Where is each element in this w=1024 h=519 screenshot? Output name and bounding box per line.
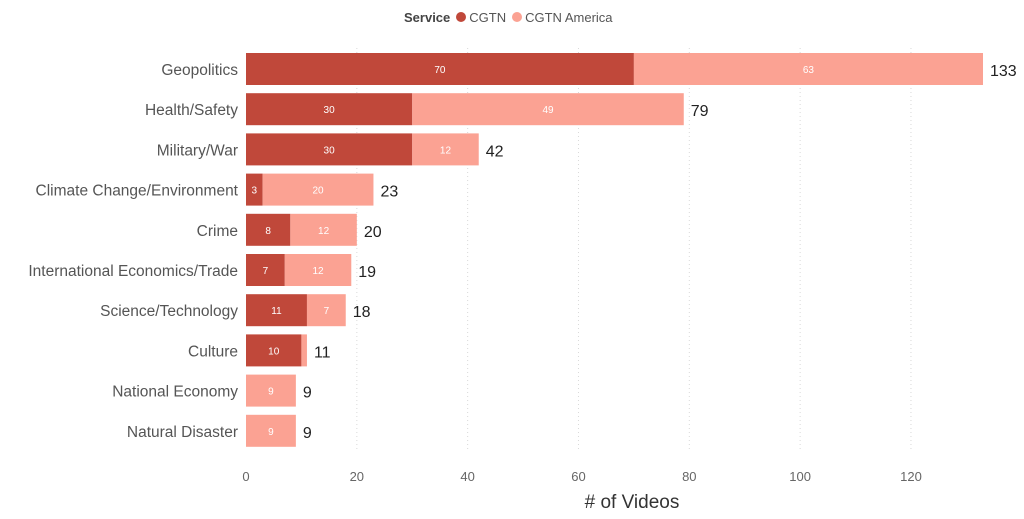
- x-tick-label: 0: [242, 469, 249, 484]
- bar-total-label: 18: [353, 304, 371, 321]
- bar-data-label: 9: [268, 427, 274, 438]
- x-tick-label: 80: [682, 469, 696, 484]
- bar-data-label: 12: [312, 266, 324, 277]
- x-tick-label: 60: [571, 469, 585, 484]
- y-category-label: Military/War: [157, 142, 238, 159]
- y-category-label: Culture: [188, 343, 238, 360]
- bar-total-label: 20: [364, 224, 382, 241]
- y-category-label: Crime: [197, 223, 238, 240]
- bar-data-label: 7: [263, 266, 269, 277]
- plot-area: 0 20 40 60 80 100 120 # of Videos Geopolitics 70 6…: [0, 0, 1024, 519]
- bar-total-label: 19: [358, 264, 376, 281]
- bar-data-label: 3: [252, 186, 258, 197]
- bar-total-label: 79: [691, 103, 709, 120]
- x-axis-title: # of Videos: [585, 492, 680, 513]
- y-category-label: Geopolitics: [161, 62, 238, 79]
- y-category-label: Climate Change/Environment: [36, 183, 239, 200]
- bar-total-label: 23: [380, 184, 398, 201]
- y-category-label: Science/Technology: [100, 303, 238, 320]
- bar-data-label: 20: [312, 186, 324, 197]
- bar-data-label: 9: [268, 387, 274, 398]
- x-tick-label: 100: [789, 469, 811, 484]
- bar-data-label: 30: [324, 105, 336, 116]
- bar-data-label: 10: [268, 346, 280, 357]
- y-category-label: International Economics/Trade: [28, 263, 238, 280]
- bar-total-label: 11: [314, 344, 331, 361]
- bar-total-label: 9: [303, 385, 312, 402]
- bar-data-label: 49: [542, 105, 554, 116]
- y-category-label: Health/Safety: [145, 102, 238, 119]
- bar-data-label: 70: [434, 65, 446, 76]
- bar-data-label: 11: [271, 306, 282, 317]
- bar-total-label: 9: [303, 425, 312, 442]
- bar-data-label: 63: [803, 65, 815, 76]
- bar-data-label: 12: [440, 145, 452, 156]
- bar-total-label: 133: [990, 63, 1017, 80]
- bar-data-label: 7: [324, 306, 330, 317]
- y-category-label: Natural Disaster: [127, 424, 238, 441]
- y-category-label: National Economy: [112, 384, 238, 401]
- bar-total-label: 42: [486, 143, 504, 160]
- bar-data-label: 30: [324, 145, 336, 156]
- bar-data-label: 8: [265, 226, 271, 237]
- x-tick-label: 20: [350, 469, 364, 484]
- x-tick-label: 120: [900, 469, 922, 484]
- chart: Service CGTN CGTN America 0 20 40 60 80 100 12…: [0, 0, 1024, 519]
- bar-segment-cgtn-america: [301, 334, 307, 366]
- bar-data-label: 12: [318, 226, 330, 237]
- x-tick-label: 40: [460, 469, 474, 484]
